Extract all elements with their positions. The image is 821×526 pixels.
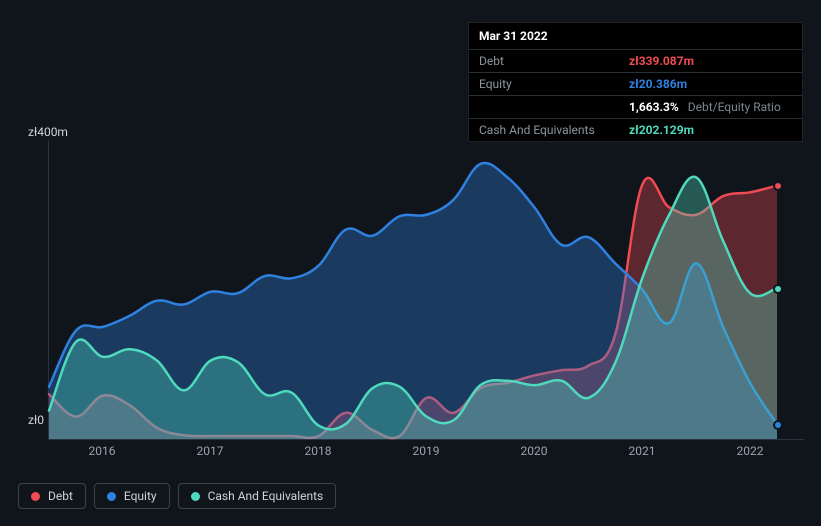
legend-item[interactable]: Cash And Equivalents [178, 483, 337, 509]
tooltip-row-label: Debt [469, 50, 619, 72]
tooltip-row-extra: Debt/Equity Ratio [679, 100, 781, 114]
series-end-marker [773, 420, 783, 430]
tooltip-row-label [469, 96, 619, 118]
legend-item[interactable]: Equity [94, 483, 170, 509]
tooltip-row: Equityzł20.386m [469, 73, 802, 96]
series-end-marker [773, 181, 783, 191]
plot-area[interactable] [48, 140, 804, 440]
legend-label: Debt [48, 489, 73, 503]
x-tick: 2019 [413, 444, 440, 458]
legend-dot-icon [31, 492, 40, 501]
y-tick-zero: zł0 [28, 413, 44, 427]
tooltip-row-label: Equity [469, 73, 619, 95]
x-tick: 2016 [89, 444, 116, 458]
x-tick: 2017 [197, 444, 224, 458]
chart-tooltip: Mar 31 2022 Debtzł339.087mEquityzł20.386… [468, 22, 803, 142]
tooltip-title: Mar 31 2022 [469, 23, 802, 50]
tooltip-row-value: zł20.386m [619, 73, 697, 95]
chart-svg [49, 140, 804, 439]
legend-dot-icon [191, 492, 200, 501]
tooltip-row-value: zł339.087m [619, 50, 704, 72]
legend-label: Cash And Equivalents [208, 489, 324, 503]
y-tick-max: zł400m [28, 125, 68, 139]
x-tick: 2021 [629, 444, 656, 458]
tooltip-row: 1,663.3% Debt/Equity Ratio [469, 96, 802, 119]
x-tick: 2020 [521, 444, 548, 458]
x-tick: 2022 [737, 444, 764, 458]
x-axis-ticks: 2016 2017 2018 2019 2020 2021 2022 [48, 444, 804, 462]
legend-item[interactable]: Debt [18, 483, 86, 509]
tooltip-row: Cash And Equivalentszł202.129m [469, 119, 802, 141]
series-end-marker [773, 284, 783, 294]
legend-label: Equity [124, 489, 157, 503]
x-tick: 2018 [305, 444, 332, 458]
legend-dot-icon [107, 492, 116, 501]
tooltip-row-value: 1,663.3% Debt/Equity Ratio [619, 96, 791, 118]
chart-legend: Debt Equity Cash And Equivalents [18, 483, 336, 509]
tooltip-row-value: zł202.129m [619, 119, 704, 141]
tooltip-row: Debtzł339.087m [469, 50, 802, 73]
tooltip-row-label: Cash And Equivalents [469, 119, 619, 141]
